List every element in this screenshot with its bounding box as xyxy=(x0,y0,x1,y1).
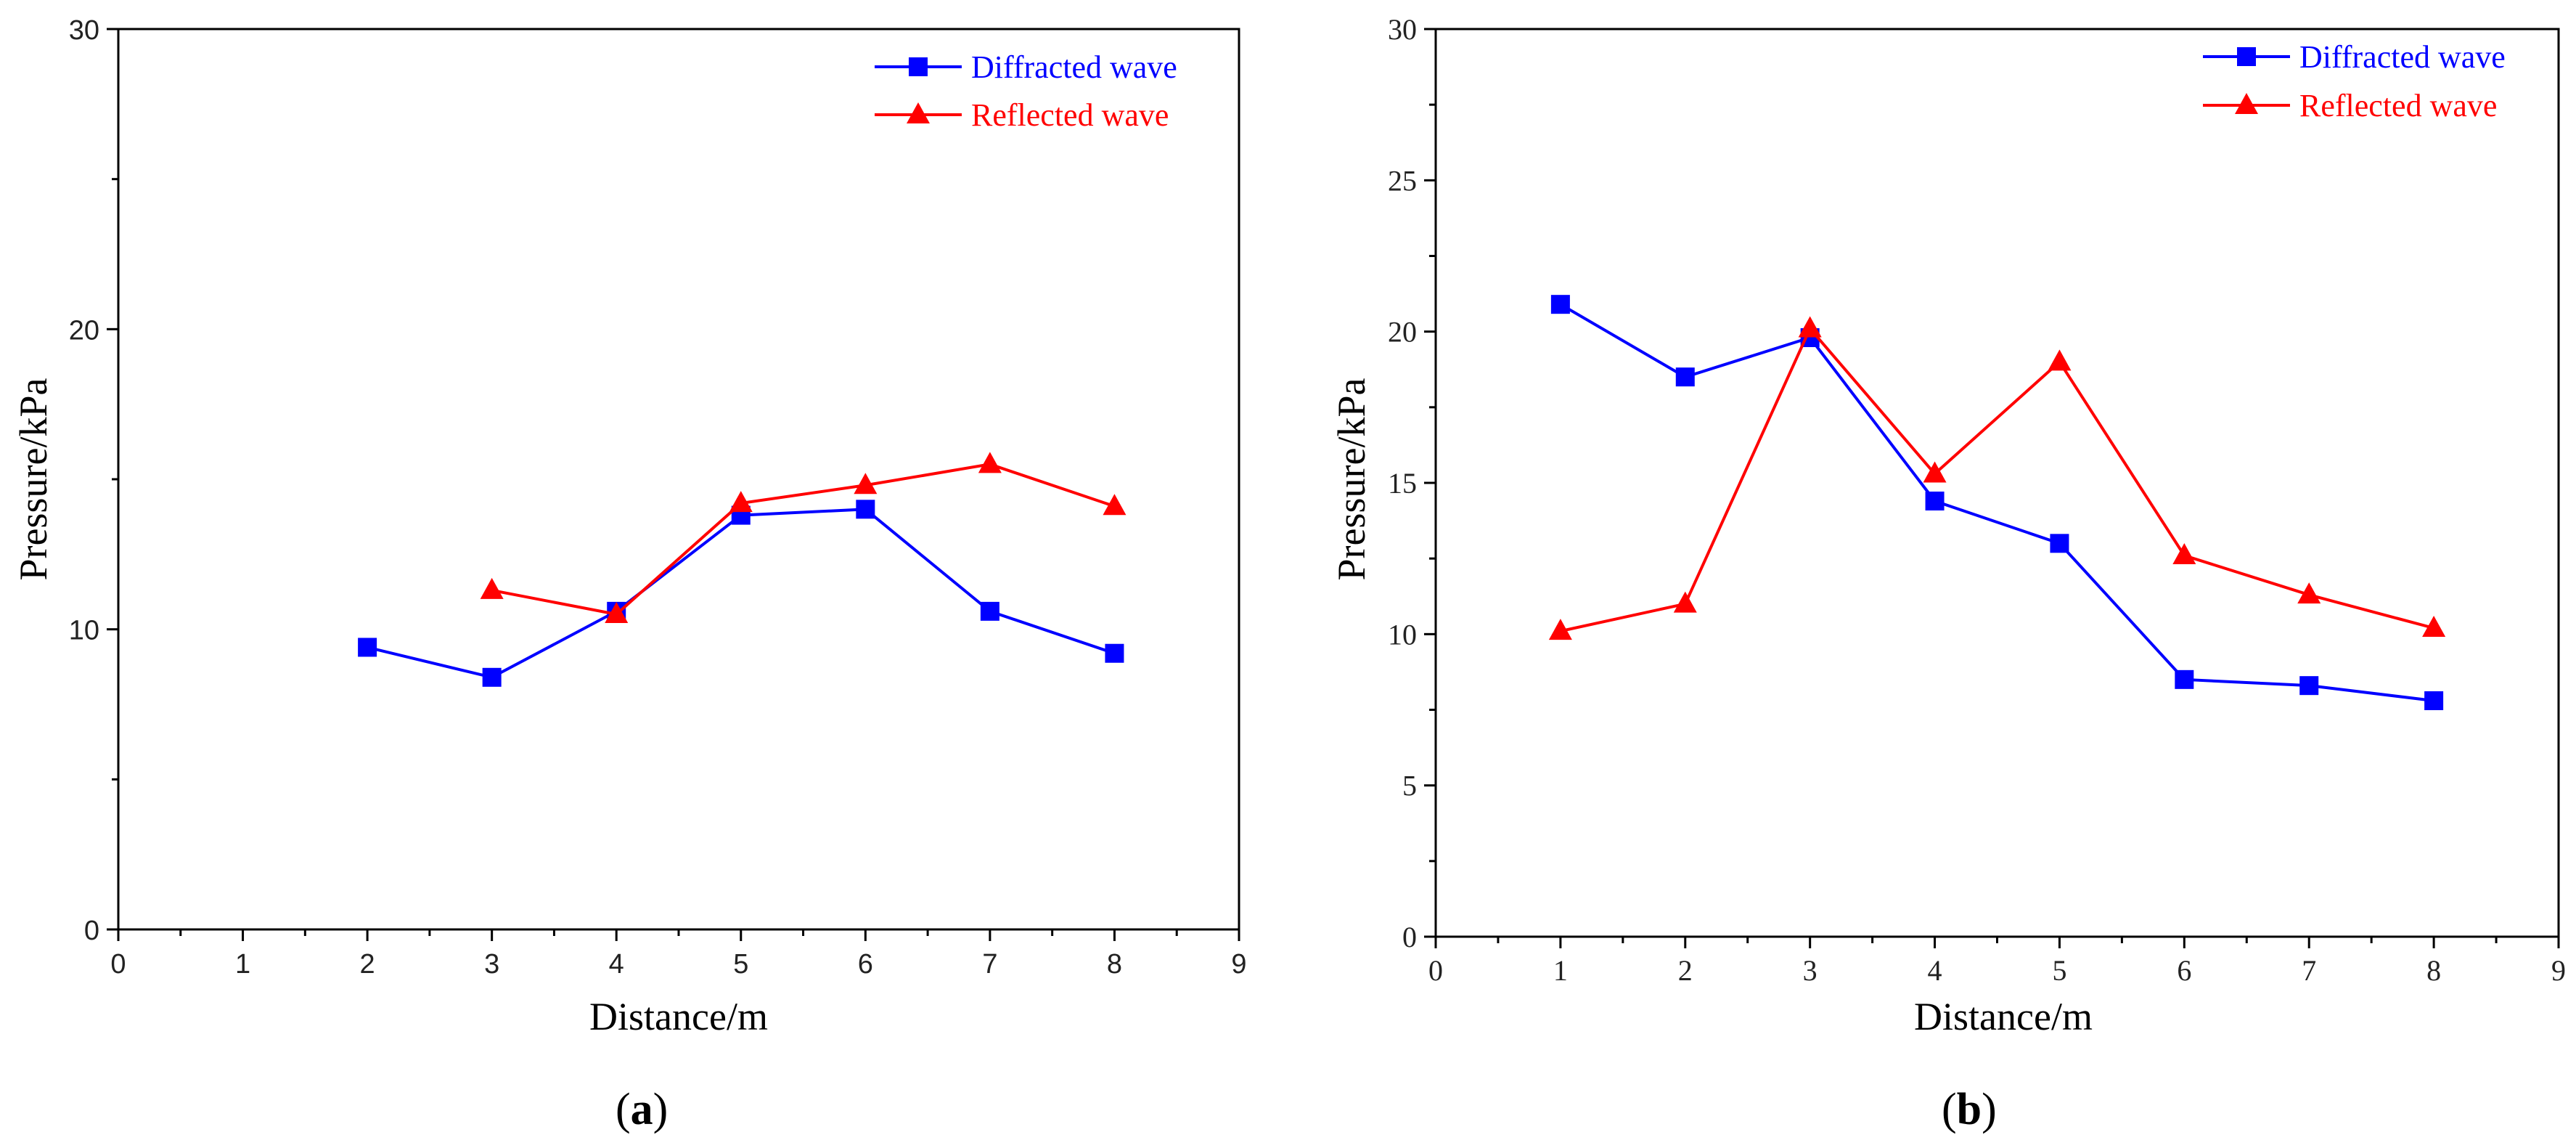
x-axis-title: Distance/m xyxy=(589,995,768,1038)
x-tick-label: 7 xyxy=(2302,954,2316,987)
legend-label: Diffracted wave xyxy=(2299,39,2506,75)
x-axis-title: Distance/m xyxy=(1914,995,2093,1038)
reflected-wave-point xyxy=(2172,543,2196,564)
reflected-wave-point xyxy=(854,473,878,494)
panel-a: 0 1 2 3 4 5 6 7 8 9 0 10 20 30 Distance/m Pressure/kPa D… xyxy=(12,15,1247,1134)
y-tick-label: 30 xyxy=(69,15,99,46)
y-tick-label: 20 xyxy=(1388,316,1417,349)
diffracted-wave-line xyxy=(367,508,1116,679)
diffracted-wave-point xyxy=(856,500,875,519)
legend-label: Diffracted wave xyxy=(971,49,1177,85)
diffracted-wave-point xyxy=(1675,367,1695,387)
legend-label: Reflected wave xyxy=(971,97,1169,133)
diffracted-wave-line xyxy=(1559,303,2434,702)
x-tick-label: 3 xyxy=(1803,954,1817,987)
diffracted-wave-point xyxy=(1105,643,1124,663)
x-tick-label: 4 xyxy=(1928,954,1942,987)
panel-b: 0 1 2 3 4 5 6 7 8 9 0 5 10 15 20 25 30 Distance/m Pressure… xyxy=(1330,13,2566,1134)
panel-caption: (a) xyxy=(616,1085,668,1134)
x-tick-label: 1 xyxy=(235,949,250,980)
x-tick-label: 6 xyxy=(858,949,873,980)
diffracted-wave-point xyxy=(2050,534,2069,553)
reflected-wave-line xyxy=(491,463,1116,616)
reflected-wave-point xyxy=(1673,591,1697,613)
y-tick-label: 15 xyxy=(1388,467,1417,500)
diffracted-wave-point xyxy=(980,601,999,621)
reflected-wave-point xyxy=(2297,582,2321,604)
legend-label: Reflected wave xyxy=(2299,88,2497,123)
reflected-wave-point xyxy=(1798,316,1822,338)
reflected-wave-line xyxy=(1560,325,2434,633)
x-tick-label: 2 xyxy=(1678,954,1693,987)
x-tick-label: 8 xyxy=(1107,949,1122,980)
x-tick-label: 6 xyxy=(2177,954,2191,987)
x-tick-label: 9 xyxy=(1231,949,1246,980)
y-tick-label: 10 xyxy=(1388,618,1417,651)
y-tick-label: 25 xyxy=(1388,164,1417,197)
x-tick-label: 1 xyxy=(1553,954,1568,987)
legend-triangle-icon xyxy=(2235,93,2258,114)
reflected-wave-point xyxy=(978,452,1002,473)
x-tick-label: 5 xyxy=(733,949,748,980)
x-tick-label: 0 xyxy=(1428,954,1443,987)
legend-triangle-icon xyxy=(907,102,930,123)
legend-square-icon xyxy=(2237,47,2256,66)
legend-square-icon xyxy=(909,57,928,76)
x-tick-label: 9 xyxy=(2551,954,2566,987)
x-tick-label: 4 xyxy=(609,949,624,980)
reflected-wave-point xyxy=(1103,494,1127,516)
y-tick-label: 0 xyxy=(1402,921,1417,953)
y-axis-title: Pressure/kPa xyxy=(12,378,55,580)
y-tick-label: 0 xyxy=(84,916,99,946)
y-tick-label: 5 xyxy=(1402,770,1417,802)
reflected-wave-point xyxy=(2422,616,2446,637)
reflected-wave-point xyxy=(1923,461,1947,483)
reflected-wave-point xyxy=(480,577,504,599)
diffracted-wave-point xyxy=(2424,691,2444,710)
reflected-wave-point xyxy=(2048,349,2072,371)
y-axis-title: Pressure/kPa xyxy=(1330,378,1373,580)
x-tick-label: 8 xyxy=(2426,954,2441,987)
x-tick-label: 7 xyxy=(982,949,997,980)
reflected-wave-point xyxy=(1548,619,1572,640)
diffracted-wave-point xyxy=(1550,295,1570,314)
panel-caption: (b) xyxy=(1942,1085,1997,1134)
y-tick-label: 30 xyxy=(1388,13,1417,46)
diffracted-wave-point xyxy=(358,638,377,657)
diffracted-wave-point xyxy=(1925,492,1945,510)
y-tick-label: 10 xyxy=(69,616,99,646)
x-tick-label: 5 xyxy=(2052,954,2066,987)
diffracted-wave-point xyxy=(2175,669,2194,689)
diffracted-wave-point xyxy=(482,667,502,687)
plot-frame xyxy=(1434,28,2560,938)
x-tick-label: 0 xyxy=(110,949,126,980)
y-tick-label: 20 xyxy=(69,315,99,346)
x-tick-label: 3 xyxy=(484,949,499,980)
diffracted-wave-point xyxy=(2299,676,2319,696)
plot-frame xyxy=(117,28,1240,931)
x-tick-label: 2 xyxy=(360,949,375,980)
reflected-wave-point xyxy=(729,491,753,513)
reflected-wave-point xyxy=(605,602,629,623)
